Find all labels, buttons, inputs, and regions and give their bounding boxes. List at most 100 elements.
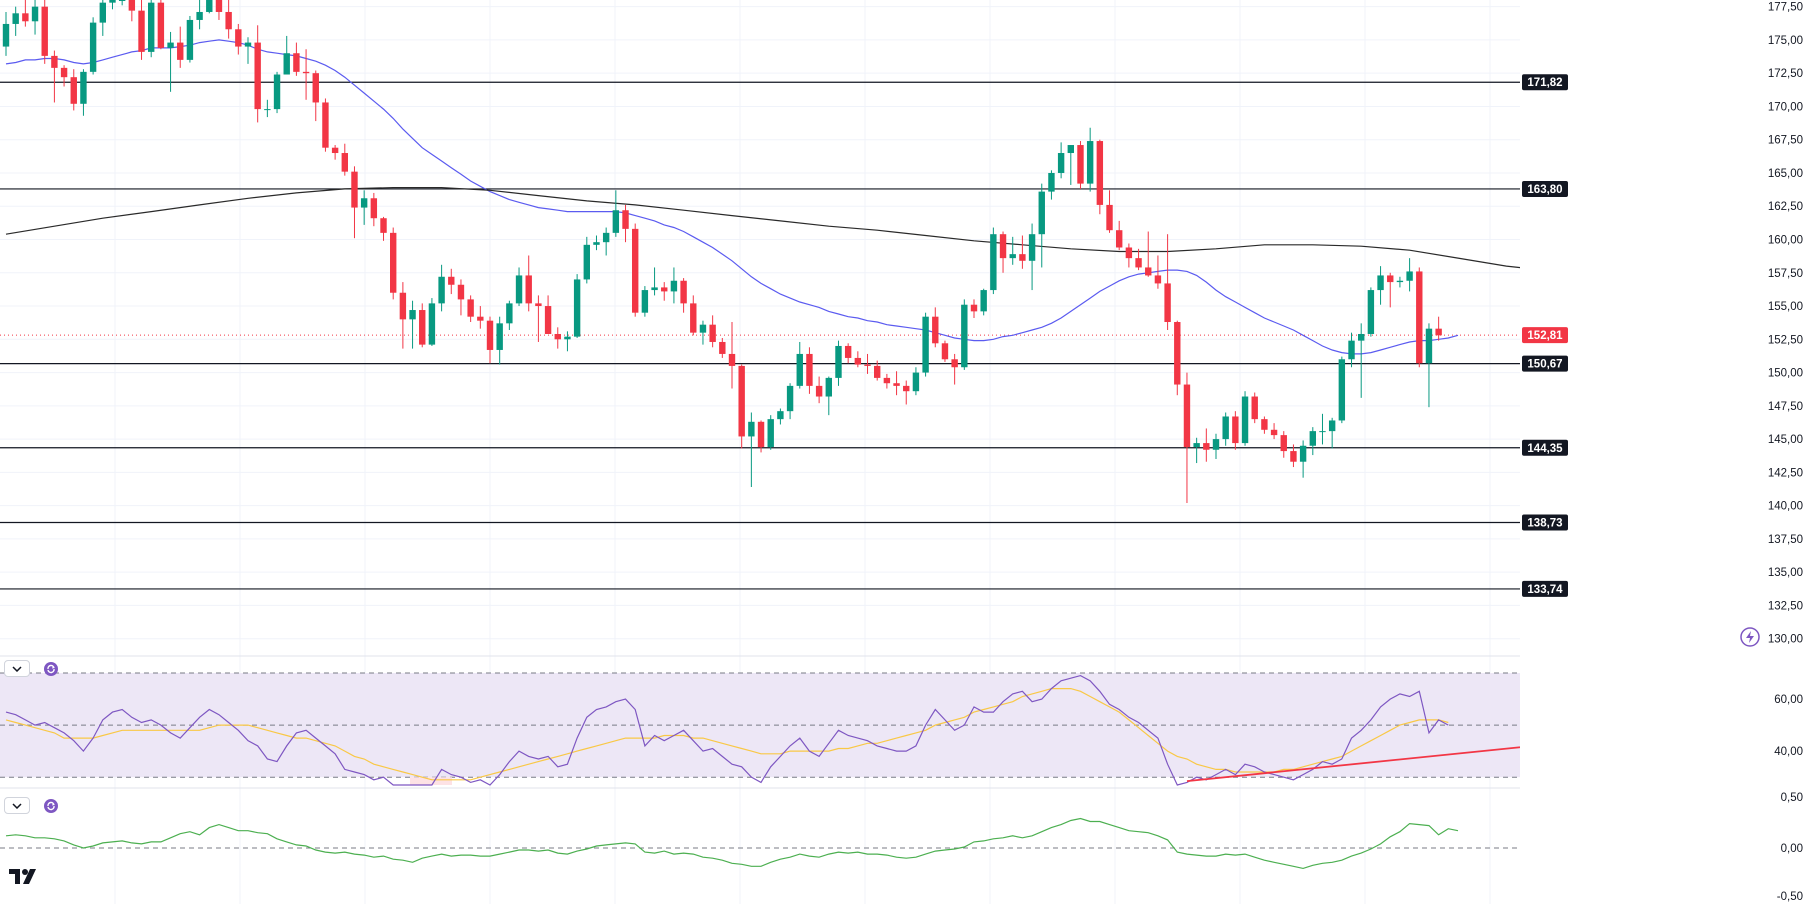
candle[interactable] bbox=[844, 343, 852, 364]
candle[interactable] bbox=[380, 216, 387, 241]
candle[interactable] bbox=[864, 353, 871, 374]
candle[interactable] bbox=[709, 315, 716, 348]
candle[interactable] bbox=[728, 322, 736, 389]
candle[interactable] bbox=[738, 364, 745, 449]
candle[interactable] bbox=[699, 320, 707, 345]
candle[interactable] bbox=[1406, 258, 1413, 292]
candle[interactable] bbox=[409, 300, 416, 349]
candle[interactable] bbox=[331, 145, 339, 160]
moving-average-long-line[interactable] bbox=[5, 187, 1604, 276]
candle[interactable] bbox=[612, 190, 620, 237]
candle[interactable] bbox=[854, 351, 862, 368]
candle[interactable] bbox=[167, 31, 174, 92]
candle[interactable] bbox=[564, 331, 571, 352]
candle[interactable] bbox=[506, 300, 513, 330]
candle[interactable] bbox=[1319, 413, 1326, 445]
candle[interactable] bbox=[515, 267, 523, 307]
candle[interactable] bbox=[632, 223, 639, 317]
candle[interactable] bbox=[128, 0, 136, 22]
candle[interactable] bbox=[525, 255, 532, 312]
candle[interactable] bbox=[1280, 431, 1287, 458]
candle[interactable] bbox=[835, 340, 842, 386]
candle[interactable] bbox=[1096, 139, 1104, 215]
candle[interactable] bbox=[148, 0, 155, 58]
candle[interactable] bbox=[1154, 255, 1162, 289]
oscillator-refresh-button[interactable] bbox=[42, 797, 60, 815]
candle[interactable] bbox=[767, 415, 774, 450]
candle[interactable] bbox=[1299, 440, 1307, 478]
candle[interactable] bbox=[80, 69, 87, 116]
candle[interactable] bbox=[99, 0, 106, 36]
candle[interactable] bbox=[1057, 142, 1065, 179]
candle[interactable] bbox=[999, 231, 1007, 273]
oscillator-line[interactable] bbox=[5, 817, 1459, 870]
candle[interactable] bbox=[961, 299, 968, 370]
candle[interactable] bbox=[1251, 392, 1258, 424]
candle[interactable] bbox=[1106, 190, 1113, 233]
candle[interactable] bbox=[1396, 276, 1404, 288]
candle[interactable] bbox=[941, 340, 949, 362]
candle[interactable] bbox=[1028, 223, 1036, 291]
candle[interactable] bbox=[351, 166, 358, 239]
lightning-icon[interactable] bbox=[1740, 627, 1760, 647]
candle[interactable] bbox=[196, 0, 203, 30]
candle[interactable] bbox=[370, 192, 378, 227]
candle[interactable] bbox=[419, 303, 426, 348]
candle[interactable] bbox=[60, 65, 68, 87]
candle[interactable] bbox=[922, 312, 929, 377]
candle[interactable] bbox=[302, 49, 310, 100]
candle[interactable] bbox=[254, 25, 261, 123]
candle[interactable] bbox=[467, 295, 474, 323]
candle[interactable] bbox=[1290, 444, 1297, 468]
candle[interactable] bbox=[1232, 411, 1239, 450]
candle[interactable] bbox=[109, 0, 116, 10]
oscillator-collapse-button[interactable] bbox=[4, 797, 30, 814]
candle[interactable] bbox=[777, 408, 784, 425]
candle[interactable] bbox=[322, 98, 329, 152]
candle[interactable] bbox=[283, 35, 290, 75]
candle[interactable] bbox=[748, 412, 755, 488]
candle[interactable] bbox=[932, 307, 939, 348]
candle[interactable] bbox=[661, 282, 668, 301]
candle[interactable] bbox=[51, 50, 58, 103]
rsi-refresh-button[interactable] bbox=[42, 660, 60, 678]
candle[interactable] bbox=[12, 6, 19, 36]
candle[interactable] bbox=[951, 353, 958, 385]
candle[interactable] bbox=[1193, 437, 1200, 464]
candle[interactable] bbox=[1425, 323, 1433, 408]
candle[interactable] bbox=[573, 274, 581, 338]
candle[interactable] bbox=[1358, 323, 1365, 398]
candle[interactable] bbox=[786, 383, 794, 420]
candle[interactable] bbox=[1309, 427, 1316, 456]
candle[interactable] bbox=[1348, 332, 1355, 368]
candle[interactable] bbox=[312, 70, 319, 122]
candle[interactable] bbox=[602, 227, 610, 256]
candle[interactable] bbox=[225, 0, 232, 39]
candle[interactable] bbox=[244, 37, 252, 64]
candle[interactable] bbox=[1328, 417, 1336, 449]
candle[interactable] bbox=[1174, 320, 1181, 396]
candle[interactable] bbox=[1270, 423, 1278, 440]
candle[interactable] bbox=[641, 286, 649, 317]
candle[interactable] bbox=[157, 0, 165, 50]
candle[interactable] bbox=[477, 306, 484, 329]
candle[interactable] bbox=[970, 299, 978, 319]
candle[interactable] bbox=[293, 42, 300, 76]
candle[interactable] bbox=[651, 267, 658, 296]
candle[interactable] bbox=[1435, 316, 1442, 341]
candle[interactable] bbox=[990, 227, 997, 295]
candle[interactable] bbox=[390, 227, 397, 300]
candle[interactable] bbox=[1222, 412, 1229, 446]
tradingview-logo-icon[interactable] bbox=[8, 866, 42, 886]
candle[interactable] bbox=[1367, 287, 1375, 337]
candle[interactable] bbox=[1125, 243, 1133, 268]
candle[interactable] bbox=[1019, 235, 1026, 269]
candle[interactable] bbox=[118, 0, 126, 6]
candle[interactable] bbox=[544, 295, 552, 334]
candle[interactable] bbox=[874, 360, 881, 381]
candle[interactable] bbox=[670, 267, 678, 304]
candle[interactable] bbox=[1086, 127, 1094, 192]
candle[interactable] bbox=[806, 347, 813, 394]
candle[interactable] bbox=[980, 288, 987, 316]
